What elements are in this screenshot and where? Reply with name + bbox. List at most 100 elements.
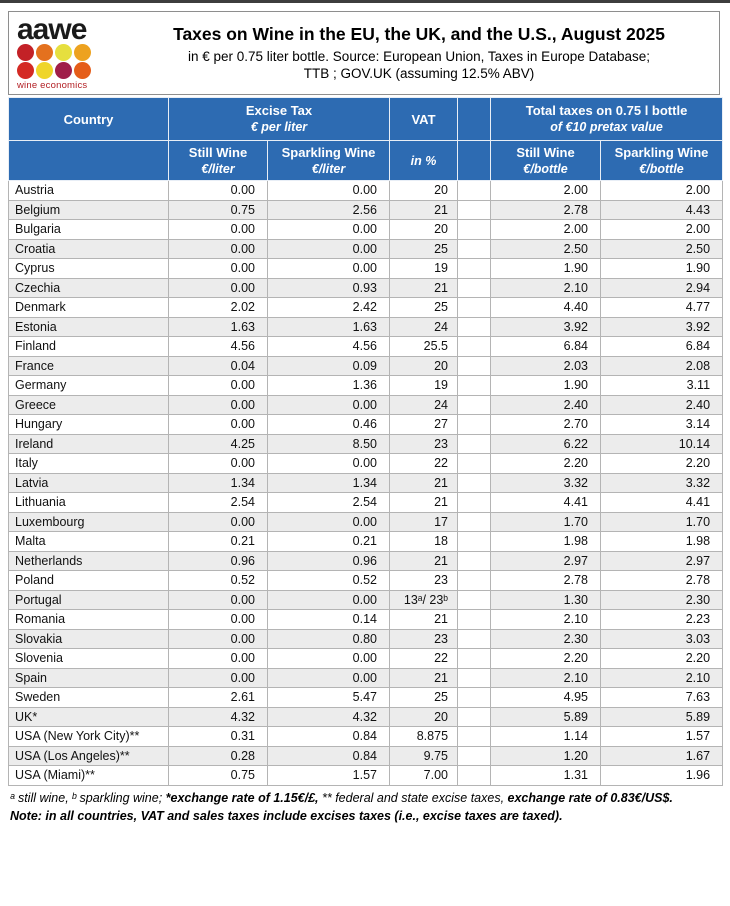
cell-sparkling-wine-total: 2.40 [600,394,724,415]
cell-sparkling-wine-total: 2.08 [600,355,724,376]
table-row: Spain 0.00 0.00 21 2.10 2.10 [8,667,724,688]
cell-still-wine-excise: 0.00 [168,667,268,688]
cell-sparkling-wine-excise: 1.63 [266,316,391,337]
cell-sparkling-wine-total: 3.03 [600,628,724,649]
table-row: Austria 0.00 0.00 20 2.00 2.00 [8,180,724,201]
cell-vat: 25.5 [389,336,459,357]
cell-sparkling-wine-total: 1.90 [600,258,724,279]
cell-country: USA (New York City)** [8,726,169,747]
excise-tax-unit: € per liter [250,120,308,134]
logo-dot [17,44,34,61]
col-header-sparkling-wine-bottle: Sparkling Wine €/bottle [600,140,724,181]
subtitle-line-1: in € per 0.75 liter bottle. Source: Euro… [187,49,651,64]
cell-still-wine-total: 2.78 [490,199,602,220]
cell-vat: 25 [389,687,459,708]
cell-country: UK* [8,706,169,727]
cell-sparkling-wine-total: 3.11 [600,375,724,396]
cell-sparkling-wine-total: 1.96 [600,765,724,786]
cell-still-wine-excise: 4.25 [168,433,268,454]
spacer-cell [457,453,492,474]
spacer-cell [457,433,492,454]
cell-still-wine-total: 1.20 [490,745,602,766]
cell-sparkling-wine-excise: 0.96 [266,550,391,571]
cell-vat: 21 [389,199,459,220]
cell-country: Estonia [8,316,169,337]
table-row: Denmark 2.02 2.42 25 4.40 4.77 [8,297,724,318]
cell-still-wine-total: 1.30 [490,589,602,610]
cell-vat: 20 [389,706,459,727]
cell-country: Czechia [8,277,169,298]
cell-still-wine-excise: 0.00 [168,609,268,630]
cell-country: Denmark [8,297,169,318]
cell-sparkling-wine-excise: 0.00 [266,394,391,415]
cell-still-wine-total: 2.40 [490,394,602,415]
col-group-vat: VAT [389,97,459,141]
cell-country: Poland [8,570,169,591]
spacer-column-header-top [457,97,492,141]
cell-still-wine-excise: 0.00 [168,648,268,669]
sub-header-unit: €/liter [201,161,235,176]
cell-country: Germany [8,375,169,396]
col-group-excise-tax: Excise Tax € per liter [167,97,391,141]
sub-header-label: Still Wine [188,144,248,160]
cell-vat: 17 [389,511,459,532]
cell-still-wine-total: 4.40 [490,297,602,318]
cell-sparkling-wine-excise: 0.14 [266,609,391,630]
cell-sparkling-wine-excise: 0.93 [266,277,391,298]
cell-sparkling-wine-total: 3.32 [600,472,724,493]
cell-sparkling-wine-total: 2.10 [600,667,724,688]
cell-vat: 25 [389,238,459,259]
header: aawe wine economics Taxes on Wine in the… [8,11,720,95]
cell-sparkling-wine-total: 2.78 [600,570,724,591]
cell-country: Spain [8,667,169,688]
cell-vat: 21 [389,277,459,298]
cell-sparkling-wine-total: 2.94 [600,277,724,298]
cell-sparkling-wine-total: 1.67 [600,745,724,766]
cell-still-wine-excise: 0.21 [168,531,268,552]
cell-still-wine-excise: 0.28 [168,745,268,766]
spacer-cell [457,667,492,688]
cell-sparkling-wine-total: 2.20 [600,453,724,474]
table-row: Greece 0.00 0.00 24 2.40 2.40 [8,394,724,415]
cell-still-wine-total: 1.90 [490,375,602,396]
cell-vat: 21 [389,550,459,571]
cell-sparkling-wine-excise: 2.56 [266,199,391,220]
cell-country: Sweden [8,687,169,708]
total-taxes-unit: of €10 pretax value [550,120,663,134]
cell-sparkling-wine-excise: 1.36 [266,375,391,396]
sub-header-unit: €/liter [311,161,346,176]
cell-sparkling-wine-total: 3.92 [600,316,724,337]
table-row: Cyprus 0.00 0.00 19 1.90 1.90 [8,258,724,279]
col-header-still-wine-liter: Still Wine €/liter [168,140,268,181]
spacer-cell [457,550,492,571]
cell-still-wine-excise: 0.00 [168,414,268,435]
cell-sparkling-wine-excise: 5.47 [266,687,391,708]
cell-sparkling-wine-excise: 0.00 [266,648,391,669]
cell-still-wine-excise: 0.00 [168,238,268,259]
cell-still-wine-excise: 0.52 [168,570,268,591]
sub-header-label: Still Wine [516,144,575,160]
col-header-vat-unit: in % [389,140,459,181]
spacer-cell [457,355,492,376]
cell-still-wine-excise: 0.00 [168,589,268,610]
cell-still-wine-total: 6.84 [490,336,602,357]
col-header-country: Country [8,97,169,141]
spacer-cell [457,199,492,220]
table-row: Malta 0.21 0.21 18 1.98 1.98 [8,531,724,552]
cell-country: Netherlands [8,550,169,571]
cell-still-wine-total: 3.32 [490,472,602,493]
cell-vat: 18 [389,531,459,552]
cell-still-wine-total: 2.10 [490,667,602,688]
cell-still-wine-excise: 0.96 [168,550,268,571]
cell-still-wine-total: 2.30 [490,628,602,649]
cell-still-wine-excise: 0.75 [168,199,268,220]
cell-country: Latvia [8,472,169,493]
cell-sparkling-wine-excise: 0.00 [266,238,391,259]
cell-country: Cyprus [8,258,169,279]
cell-vat: 21 [389,667,459,688]
cell-vat: 22 [389,453,459,474]
cell-sparkling-wine-excise: 1.34 [266,472,391,493]
cell-sparkling-wine-excise: 0.84 [266,745,391,766]
logo-dot [36,44,53,61]
cell-sparkling-wine-total: 4.43 [600,199,724,220]
